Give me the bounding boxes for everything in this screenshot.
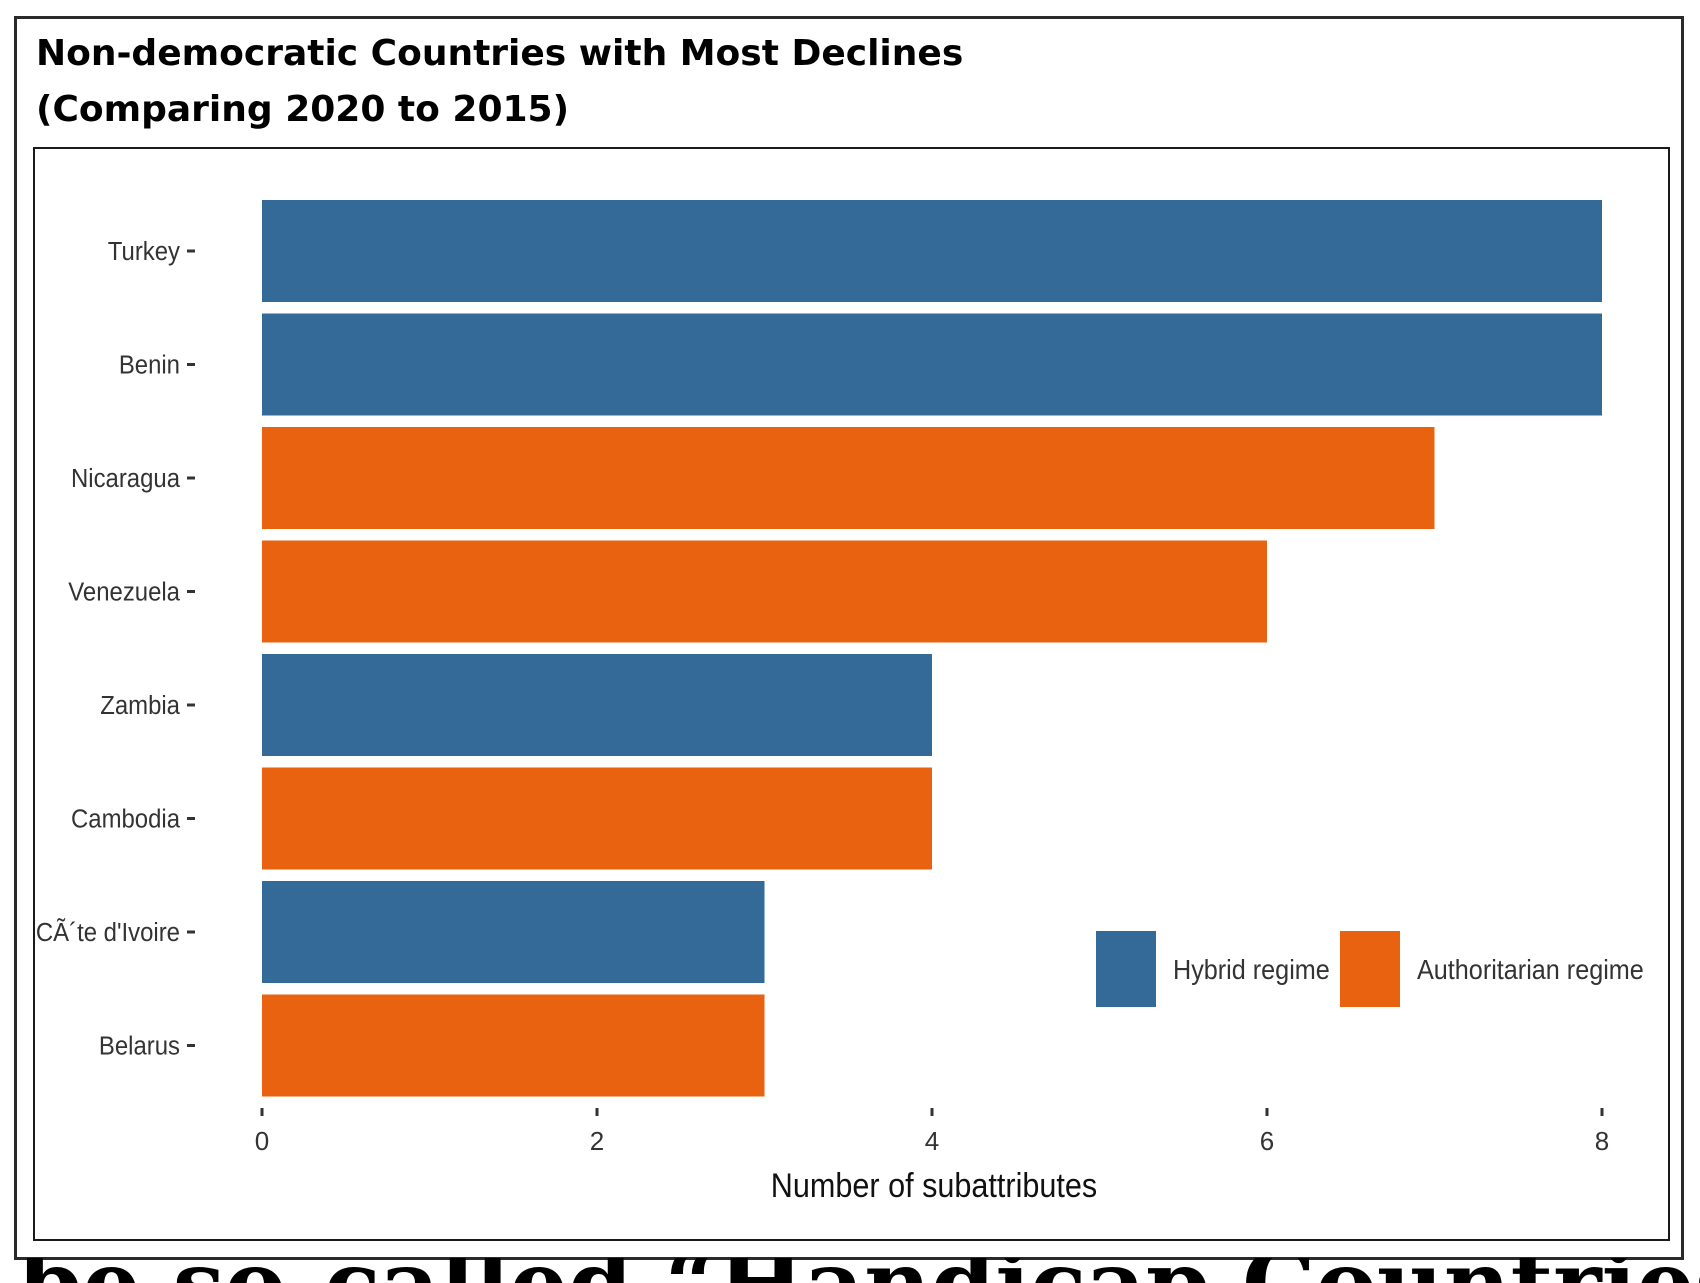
bar-turkey xyxy=(262,200,1602,302)
bar-belarus xyxy=(262,994,765,1097)
chart-title-line-2: (Comparing 2020 to 2015) xyxy=(36,89,570,130)
bar-c-te-d-ivoire xyxy=(262,881,765,983)
bar-zambia xyxy=(262,654,932,756)
chart-title-line-1: Non-democratic Countries with Most Decli… xyxy=(36,33,964,74)
x-tick-label-8: 8 xyxy=(1595,1126,1609,1156)
y-tick-label-nicaragua: Nicaragua xyxy=(71,464,180,493)
chart-title: Non-democratic Countries with Most Decli… xyxy=(36,26,963,138)
y-tick-label-benin: Benin xyxy=(119,351,180,380)
y-tick-label-turkey: Turkey xyxy=(108,237,181,266)
y-tick-label-cambodia: Cambodia xyxy=(71,805,180,834)
y-tick-label-venezuela: Venezuela xyxy=(68,578,180,607)
cropped-caption-text: be so-called “Handicap Countries” who ha… xyxy=(18,1258,1700,1283)
x-tick-label-6: 6 xyxy=(1260,1126,1274,1156)
legend-label-authoritarian-regime: Authoritarian regime xyxy=(1417,954,1644,986)
x-tick-label-4: 4 xyxy=(925,1126,939,1156)
legend-label-hybrid-regime: Hybrid regime xyxy=(1173,954,1330,986)
y-tick-label-c-te-d-ivoire: CÃ´te d'Ivoire xyxy=(36,917,180,947)
legend-swatch-hybrid-regime xyxy=(1096,931,1156,1007)
x-tick-label-2: 2 xyxy=(590,1126,604,1156)
bar-nicaragua xyxy=(262,427,1435,529)
x-axis-title: Number of subattributes xyxy=(771,1167,1097,1205)
bar-benin xyxy=(262,313,1602,416)
legend-swatch-authoritarian-regime xyxy=(1340,931,1400,1007)
bar-venezuela xyxy=(262,540,1267,643)
y-tick-label-zambia: Zambia xyxy=(100,691,180,720)
caption-strip: be so-called “Handicap Countries” who ha… xyxy=(0,1258,1700,1283)
x-tick-label-0: 0 xyxy=(255,1126,269,1156)
bar-cambodia xyxy=(262,767,932,870)
y-tick-label-belarus: Belarus xyxy=(99,1032,180,1061)
